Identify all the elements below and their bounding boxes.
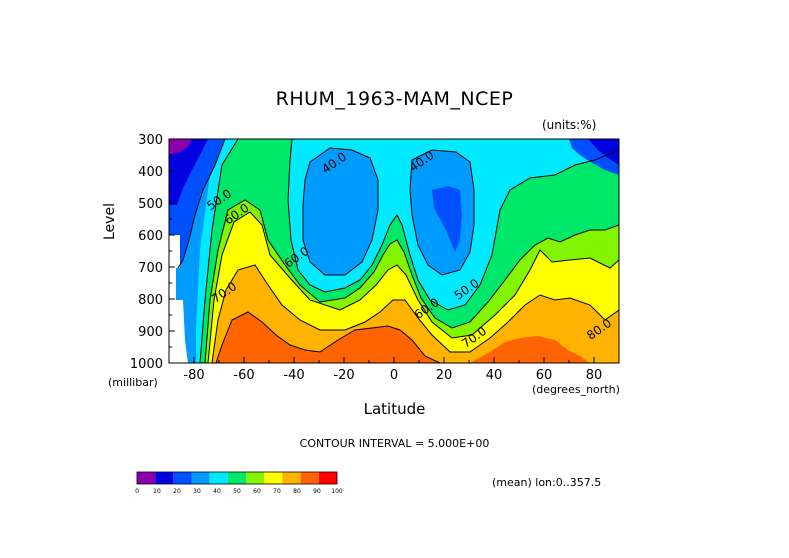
y-tick-label: 700 bbox=[138, 261, 163, 276]
contour-interval-label: CONTOUR INTERVAL = 5.000E+00 bbox=[299, 437, 490, 450]
x-tick-label: 80 bbox=[586, 368, 603, 383]
colorbar-tick-label: 100 bbox=[331, 488, 343, 495]
y-axis-unit: (millibar) bbox=[108, 376, 158, 389]
x-tick-label: 20 bbox=[436, 368, 453, 383]
y-axis: 300 400 500 600 700 800 900 1000 bbox=[130, 133, 175, 372]
colorbar-tick-label: 90 bbox=[313, 488, 321, 495]
colorbar-frame bbox=[136, 471, 338, 485]
x-tick-label: 0 bbox=[390, 368, 398, 383]
colorbar-swatch bbox=[300, 472, 319, 484]
colorbar-tick-label: 80 bbox=[293, 488, 301, 495]
x-axis-unit: (degrees_north) bbox=[532, 383, 620, 396]
band-0 bbox=[169, 139, 192, 154]
y-tick-label: 400 bbox=[138, 165, 163, 180]
colorbar-swatch bbox=[209, 472, 228, 484]
dry-core-right-inner bbox=[432, 186, 462, 252]
colorbar-tick-label: 20 bbox=[173, 488, 181, 495]
colorbar-tick-label: 40 bbox=[213, 488, 221, 495]
x-tick-label: -20 bbox=[333, 368, 354, 383]
y-tick-label: 1000 bbox=[130, 357, 163, 372]
colorbar-tick-label: 50 bbox=[233, 488, 241, 495]
colorbar-swatch bbox=[191, 472, 210, 484]
colorbar-swatch bbox=[282, 472, 301, 484]
y-tick-label: 900 bbox=[138, 325, 163, 340]
y-tick-label: 600 bbox=[138, 229, 163, 244]
mean-label: (mean) lon:0..357.5 bbox=[492, 476, 602, 489]
colorbar-swatch bbox=[246, 472, 265, 484]
colorbar-swatch bbox=[264, 472, 283, 484]
colorbar-swatch bbox=[227, 472, 247, 484]
colorbar: 0 10 20 30 40 50 60 70 80 90 100 bbox=[135, 471, 343, 495]
colorbar-tick-label: 0 bbox=[135, 488, 139, 495]
dry-core-left bbox=[303, 148, 378, 275]
colorbar-swatch bbox=[155, 472, 174, 484]
colorbar-tick-label: 60 bbox=[253, 488, 261, 495]
colorbar-tick-label: 30 bbox=[193, 488, 201, 495]
y-tick-label: 500 bbox=[138, 197, 163, 212]
x-tick-label: 40 bbox=[486, 368, 503, 383]
y-tick-label: 800 bbox=[138, 293, 163, 308]
band-80 bbox=[212, 265, 619, 363]
colorbar-tick-label: 70 bbox=[273, 488, 281, 495]
band-90 bbox=[216, 312, 590, 363]
x-tick-label: -40 bbox=[283, 368, 304, 383]
x-tick-label: -60 bbox=[233, 368, 254, 383]
cell-left-top bbox=[292, 139, 385, 152]
x-axis: -80 -60 -40 -20 0 20 40 60 80 bbox=[168, 357, 620, 383]
colorbar-tick-label: 10 bbox=[153, 488, 161, 495]
y-axis-label: Level bbox=[102, 203, 118, 240]
units-label: (units:%) bbox=[542, 118, 597, 132]
x-axis-label: Latitude bbox=[363, 400, 426, 418]
colorbar-swatch bbox=[137, 472, 156, 484]
contour-lines bbox=[177, 139, 619, 363]
contour-field bbox=[169, 139, 619, 363]
x-tick-label: 60 bbox=[536, 368, 553, 383]
chart-title: RHUM_1963-MAM_NCEP bbox=[275, 88, 514, 110]
y-tick-label: 300 bbox=[138, 133, 163, 148]
x-tick-label: -80 bbox=[183, 368, 204, 383]
colorbar-swatch bbox=[173, 472, 192, 484]
band-20 bbox=[169, 139, 619, 268]
left-edge-strip bbox=[169, 205, 180, 235]
colorbar-swatch bbox=[318, 472, 337, 484]
